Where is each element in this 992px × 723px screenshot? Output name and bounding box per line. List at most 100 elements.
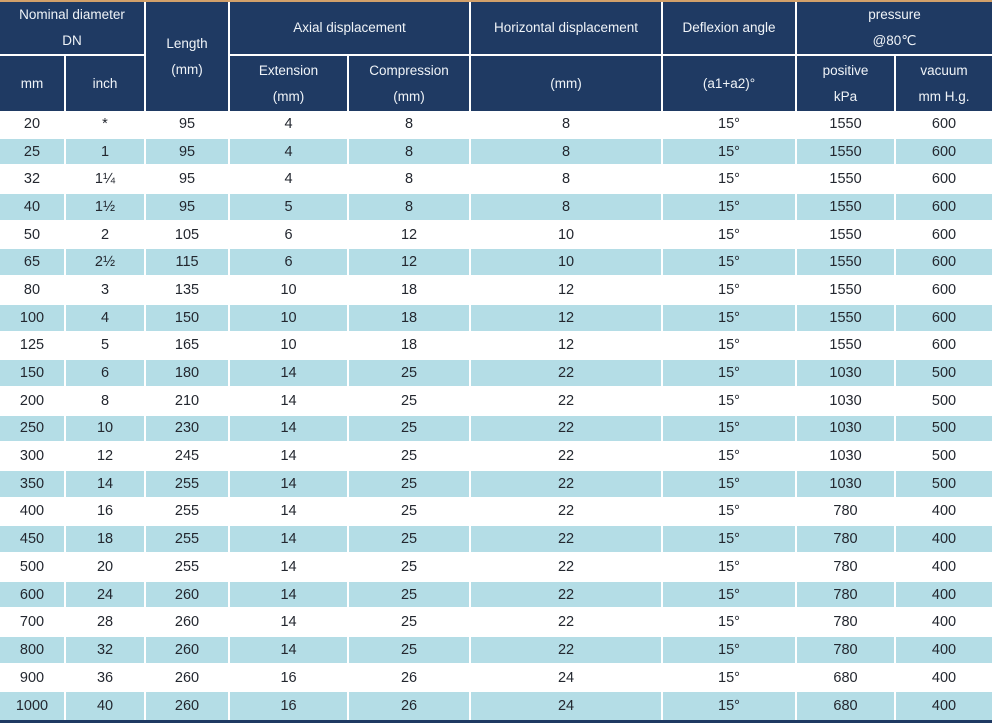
table-cell: 400	[896, 637, 992, 665]
header-length-line1: Length	[166, 35, 208, 51]
table-cell: 12	[471, 304, 664, 333]
table-cell: 500	[896, 387, 992, 416]
table-cell: 600	[896, 166, 992, 195]
table-cell: 400	[896, 526, 992, 554]
table-cell: 255	[146, 470, 231, 499]
table-cell: 14	[230, 443, 350, 471]
table-cell: 22	[471, 526, 664, 554]
table-cell: 8	[349, 138, 472, 167]
table-cell: 245	[146, 443, 231, 471]
table-cell: 8	[471, 111, 664, 139]
header-vacuum-line1: vacuum	[920, 62, 968, 78]
table-cell: 6	[230, 221, 350, 250]
table-cell: 780	[797, 581, 897, 610]
table-row: 450 18 255 14 25 22 15° 780 400	[0, 526, 992, 554]
table-row: 25 1 95 4 8 8 15° 1550 600	[0, 138, 992, 167]
table-cell: 22	[471, 387, 664, 416]
header-horizontal-unit-label: (mm)	[550, 75, 582, 91]
header-pressure-line1: pressure	[868, 7, 921, 22]
table-cell: 16	[66, 498, 147, 527]
table-cell: 15°	[663, 581, 798, 610]
table-cell: 22	[471, 637, 664, 665]
header-extension-line1: Extension	[258, 62, 319, 78]
table-cell: 40	[66, 692, 147, 721]
table-cell: 2	[66, 221, 147, 250]
table-cell: 8	[471, 166, 664, 195]
table-cell: 15°	[663, 415, 798, 444]
header-pressure-line2: @80℃	[872, 33, 917, 48]
table-cell: 1030	[797, 415, 897, 444]
table-cell: 255	[146, 526, 231, 554]
table-cell: 80	[0, 277, 66, 305]
table-cell: 255	[146, 498, 231, 527]
table-cell: 14	[230, 637, 350, 665]
table-cell: 15°	[663, 609, 798, 638]
table-cell: 1550	[797, 249, 897, 278]
table-cell: 25	[349, 498, 472, 527]
table-cell: 8	[471, 138, 664, 167]
table-cell: 400	[896, 664, 992, 693]
table-body: 20 * 95 4 8 8 15° 1550 600 25 1 95 4 8 8 15° 1550 600 32 1¼…	[0, 111, 992, 721]
table-cell: 22	[471, 581, 664, 610]
table-cell: 115	[146, 249, 231, 278]
table-cell: 16	[230, 692, 350, 721]
table-cell: 25	[349, 581, 472, 610]
table-cell: 26	[349, 664, 472, 693]
table-cell: 15°	[663, 194, 798, 222]
table-cell: 400	[896, 692, 992, 721]
table-cell: 780	[797, 637, 897, 665]
table-row: 250 10 230 14 25 22 15° 1030 500	[0, 415, 992, 444]
table-cell: 15°	[663, 443, 798, 471]
table-row: 40 1½ 95 5 8 8 15° 1550 600	[0, 194, 992, 222]
table-cell: 250	[0, 415, 66, 444]
table-cell: 10	[66, 415, 147, 444]
table-cell: 25	[349, 387, 472, 416]
table-cell: 5	[230, 194, 350, 222]
table-cell: 1030	[797, 360, 897, 388]
table-cell: 28	[66, 609, 147, 638]
table-row: 125 5 165 10 18 12 15° 1550 600	[0, 332, 992, 361]
table-row: 100 4 150 10 18 12 15° 1550 600	[0, 304, 992, 333]
table-cell: 15°	[663, 111, 798, 139]
table-row: 300 12 245 14 25 22 15° 1030 500	[0, 443, 992, 471]
table-cell: 500	[896, 360, 992, 388]
table-cell: 12	[471, 332, 664, 361]
table-cell: 800	[0, 637, 66, 665]
table-cell: 1030	[797, 470, 897, 499]
header-vacuum-pressure: vacuum mm H.g.	[896, 56, 992, 111]
table-cell: 1550	[797, 194, 897, 222]
table-cell: 8	[66, 387, 147, 416]
table-cell: 780	[797, 526, 897, 554]
table-cell: 900	[0, 664, 66, 693]
table-cell: 10	[471, 221, 664, 250]
header-mm-label: mm	[20, 75, 44, 91]
table-cell: 95	[146, 194, 231, 222]
table-cell: 680	[797, 664, 897, 693]
table-cell: 14	[66, 470, 147, 499]
table-cell: 14	[230, 387, 350, 416]
table-cell: 350	[0, 470, 66, 499]
table-cell: 200	[0, 387, 66, 416]
table-cell: 500	[896, 415, 992, 444]
table-row: 150 6 180 14 25 22 15° 1030 500	[0, 360, 992, 388]
table-cell: 22	[471, 360, 664, 388]
table-cell: 15°	[663, 664, 798, 693]
table-cell: 450	[0, 526, 66, 554]
table-cell: 15°	[663, 498, 798, 527]
table-cell: 14	[230, 609, 350, 638]
table-row: 65 2½ 115 6 12 10 15° 1550 600	[0, 249, 992, 278]
table-cell: 15°	[663, 249, 798, 278]
header-horizontal-unit: (mm)	[471, 56, 664, 111]
table-cell: 14	[230, 581, 350, 610]
header-deflexion-label: Deflexion angle	[682, 20, 776, 35]
table-cell: 600	[896, 138, 992, 167]
table-cell: 25	[349, 360, 472, 388]
table-cell: 95	[146, 111, 231, 139]
table-row: 200 8 210 14 25 22 15° 1030 500	[0, 387, 992, 416]
table-cell: 780	[797, 498, 897, 527]
table-row: 20 * 95 4 8 8 15° 1550 600	[0, 111, 992, 139]
table-cell: 260	[146, 692, 231, 721]
table-cell: 600	[0, 581, 66, 610]
table-cell: 1½	[66, 194, 147, 222]
table-cell: 14	[230, 360, 350, 388]
